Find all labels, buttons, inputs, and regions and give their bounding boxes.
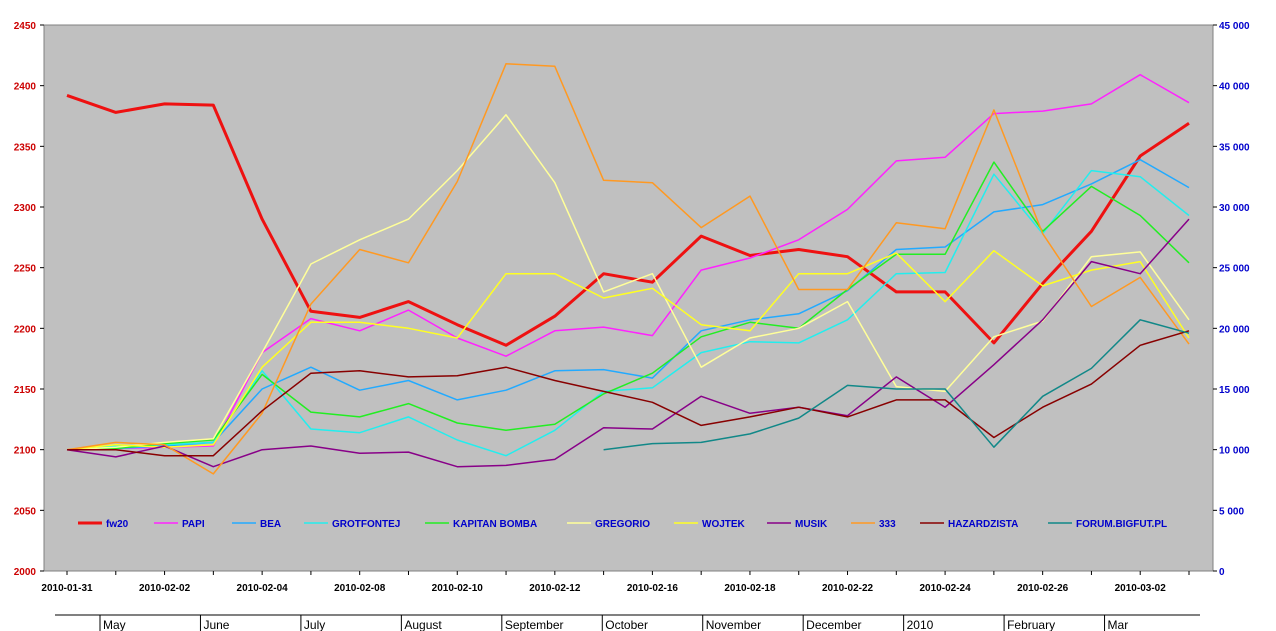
y-left-tick-label: 2450 bbox=[14, 21, 37, 32]
y-right-tick-label: 10 000 bbox=[1219, 446, 1250, 457]
y-left-tick-label: 2000 bbox=[14, 567, 37, 578]
y-left-tick-label: 2200 bbox=[14, 324, 37, 335]
month-label: 2010 bbox=[907, 618, 934, 631]
y-right-tick-label: 25 000 bbox=[1219, 264, 1250, 275]
series-line-kapitan-bomba bbox=[66, 161, 1190, 451]
month-label: July bbox=[304, 618, 325, 631]
month-label: June bbox=[203, 618, 229, 631]
plot-area bbox=[43, 24, 1214, 572]
y-left-tick-label: 2400 bbox=[14, 82, 37, 93]
x-tick-label: 2010-02-24 bbox=[920, 583, 972, 594]
month-label: Mar bbox=[1108, 618, 1129, 631]
y-right-tick-label: 5 000 bbox=[1219, 506, 1244, 517]
legend-label-333: 333 bbox=[879, 519, 896, 530]
y-left-tick-label: 2150 bbox=[14, 385, 37, 396]
x-tick-label: 2010-02-26 bbox=[1017, 583, 1069, 594]
x-tick-label: 2010-02-22 bbox=[822, 583, 874, 594]
month-label: November bbox=[706, 618, 761, 631]
series-line-musik bbox=[66, 218, 1190, 468]
x-tick-label: 2010-03-02 bbox=[1115, 583, 1167, 594]
y-left-tick-label: 2250 bbox=[14, 264, 37, 275]
series-layer bbox=[66, 63, 1190, 475]
y-left-tick-label: 2100 bbox=[14, 446, 37, 457]
y-right-tick-label: 20 000 bbox=[1219, 324, 1250, 335]
y-left-tick-label: 2300 bbox=[14, 203, 37, 214]
series-line-fw20 bbox=[66, 93, 1190, 347]
series-line-forum-bigfut-pl bbox=[603, 319, 1190, 451]
x-tick-label: 2010-02-10 bbox=[432, 583, 484, 594]
series-line-grotfontej bbox=[66, 169, 1190, 457]
month-label: September bbox=[505, 618, 564, 631]
legend-label-fw20: fw20 bbox=[106, 519, 129, 530]
y-left-tick-label: 2050 bbox=[14, 506, 37, 517]
legend-label-bea: BEA bbox=[260, 519, 281, 530]
series-line-gregorio bbox=[66, 114, 1190, 451]
axes: 2000 2050 2100 2150 2200 2250 2300 2350 2400 2450… bbox=[14, 21, 1250, 631]
month-label: October bbox=[605, 618, 648, 631]
x-tick-label: 2010-02-16 bbox=[627, 583, 679, 594]
legend-label-forum-bigfut-pl: FORUM.BIGFUT.PL bbox=[1076, 519, 1167, 530]
series-line-wojtek bbox=[66, 249, 1190, 451]
y-left-tick-label: 2350 bbox=[14, 142, 37, 153]
y-right-tick-label: 30 000 bbox=[1219, 203, 1250, 214]
y-right-tick-label: 15 000 bbox=[1219, 385, 1250, 396]
legend-label-gregorio: GREGORIO bbox=[595, 519, 650, 530]
y-right-tick-label: 40 000 bbox=[1219, 82, 1250, 93]
series-line-bea bbox=[66, 158, 1190, 451]
month-label: February bbox=[1007, 618, 1055, 631]
x-tick-label: 2010-02-18 bbox=[724, 583, 776, 594]
legend-label-wojtek: WOJTEK bbox=[702, 519, 746, 530]
y-right-tick-label: 35 000 bbox=[1219, 142, 1250, 153]
x-tick-label: 2010-02-12 bbox=[529, 583, 581, 594]
legend: fw20 PAPI BEA GROTFONTEJ KAPITAN BOMBA GREGOR… bbox=[78, 519, 1167, 530]
legend-label-kapitan-bomba: KAPITAN BOMBA bbox=[453, 519, 537, 530]
series-line-hazardzista bbox=[67, 330, 1190, 457]
legend-label-musik: MUSIK bbox=[795, 519, 828, 530]
month-label: December bbox=[806, 618, 861, 631]
y-right-tick-label: 45 000 bbox=[1219, 21, 1250, 32]
month-label: May bbox=[103, 618, 126, 631]
x-tick-label: 2010-02-08 bbox=[334, 583, 386, 594]
x-tick-label: 2010-02-02 bbox=[139, 583, 191, 594]
x-tick-label: 2010-01-31 bbox=[41, 583, 93, 594]
legend-label-hazardzista: HAZARDZISTA bbox=[948, 519, 1018, 530]
x-tick-label: 2010-02-04 bbox=[237, 583, 289, 594]
legend-label-papi: PAPI bbox=[182, 519, 205, 530]
series-line-333 bbox=[66, 63, 1190, 475]
y-right-tick-label: 0 bbox=[1219, 567, 1225, 578]
legend-label-grotfontej: GROTFONTEJ bbox=[332, 519, 400, 530]
month-label: August bbox=[404, 618, 442, 631]
